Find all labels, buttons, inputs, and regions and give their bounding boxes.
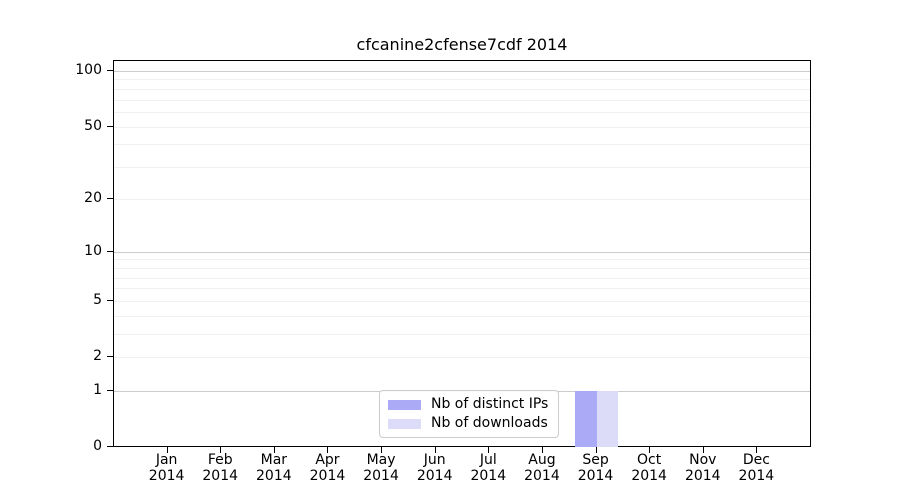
x-axis-tick [273,447,275,453]
legend-label: Nb of downloads [431,415,548,431]
bar-downloads [596,390,618,447]
x-tick-year: 2014 [470,468,507,484]
x-tick-year: 2014 [631,468,667,484]
gridline-minor [114,267,810,269]
y-axis-tick [107,389,113,391]
x-tick-year: 2014 [738,468,775,484]
x-axis-tick-label: Apr 2014 [297,452,357,484]
gridline-minor [114,111,810,113]
legend-label: Nb of distinct IPs [431,396,549,412]
x-tick-year: 2014 [363,468,399,484]
x-tick-month: Apr [315,452,340,468]
legend: Nb of distinct IPs Nb of downloads [379,390,560,438]
gridline-minor [114,167,810,169]
gridline-minor [114,288,810,290]
x-axis-tick [541,447,543,453]
x-tick-year: 2014 [416,468,453,484]
x-axis-tick-label: Jun 2014 [405,452,465,484]
x-tick-month: Jan [155,452,178,468]
x-tick-year: 2014 [256,468,292,484]
x-axis-tick [381,447,383,453]
y-axis-tick [107,197,113,199]
y-axis-tick-label: 0 [93,438,102,454]
x-tick-month: Feb [207,452,233,468]
bar-distinct-ips [575,390,597,447]
x-axis-tick [702,447,704,453]
x-axis-tick [434,447,436,453]
x-tick-month: Aug [528,452,556,468]
x-tick-month: Jul [479,452,497,468]
x-tick-year: 2014 [524,468,560,484]
y-axis-tick-label: 2 [93,348,102,365]
x-tick-year: 2014 [309,468,346,484]
gridline-minor [114,126,810,128]
x-tick-month: Sep [582,452,609,468]
x-axis-tick-label: May 2014 [351,452,411,484]
x-axis-tick [488,447,490,453]
x-axis-tick [327,447,329,453]
gridline-minor [114,144,810,146]
y-axis-tick [107,125,113,127]
gridline-minor [114,79,810,81]
x-tick-month: Oct [637,452,662,468]
gridline-minor [114,198,810,200]
x-axis-tick-label: Feb 2014 [190,452,250,484]
y-axis-tick [107,446,113,447]
y-axis-tick [107,299,113,301]
x-axis-tick-label: Nov 2014 [673,452,733,484]
y-axis-tick-label: 1 [93,381,102,398]
x-tick-month: May [366,452,396,468]
y-axis-tick-label: 100 [75,61,102,78]
x-tick-month: Dec [742,452,770,468]
x-axis-tick-label: Jan 2014 [137,452,197,484]
x-axis-tick-label: Mar 2014 [244,452,304,484]
x-tick-year: 2014 [148,468,185,484]
x-tick-month: Jun [423,452,446,468]
x-tick-month: Nov [689,452,717,468]
y-axis-tick [107,356,113,358]
chart-title: cfcanine2cfense7cdf 2014 [356,35,568,54]
gridline-major [114,70,810,72]
x-axis-tick-label: Oct 2014 [619,452,679,484]
x-axis-tick-label: Jul 2014 [458,452,518,484]
gridline-minor [114,357,810,359]
y-axis-tick-label: 5 [93,291,102,308]
x-axis-tick-label: Sep 2014 [566,452,626,484]
y-axis-tick-label: 50 [84,117,102,134]
legend-item: Nb of downloads [388,414,548,433]
gridline-major [114,251,810,253]
gridline-minor [114,334,810,336]
gridline-minor [114,259,810,261]
x-axis-tick [220,447,222,453]
x-tick-year: 2014 [577,468,614,484]
gridline-minor [114,315,810,317]
x-axis-tick [649,447,651,453]
gridline-minor [114,99,810,101]
y-axis-tick-label: 10 [84,242,102,259]
y-axis-tick [107,250,113,252]
gridline-minor [114,88,810,90]
y-axis-tick-label: 20 [84,189,102,206]
gridline-minor [114,277,810,279]
gridline-minor [114,300,810,302]
x-axis-tick [595,447,597,453]
x-axis-tick [166,447,168,453]
x-axis-tick-label: Dec 2014 [726,452,786,484]
x-axis-tick [756,447,758,453]
x-tick-year: 2014 [684,468,721,484]
y-axis-tick [107,69,113,71]
legend-swatch-downloads [388,418,421,429]
legend-swatch-distinct-ips [388,399,421,410]
legend-item: Nb of distinct IPs [388,395,548,414]
x-tick-year: 2014 [202,468,239,484]
x-axis-tick-label: Aug 2014 [512,452,572,484]
plot-area: Nb of distinct IPs Nb of downloads [113,60,811,447]
x-tick-month: Mar [260,452,288,468]
